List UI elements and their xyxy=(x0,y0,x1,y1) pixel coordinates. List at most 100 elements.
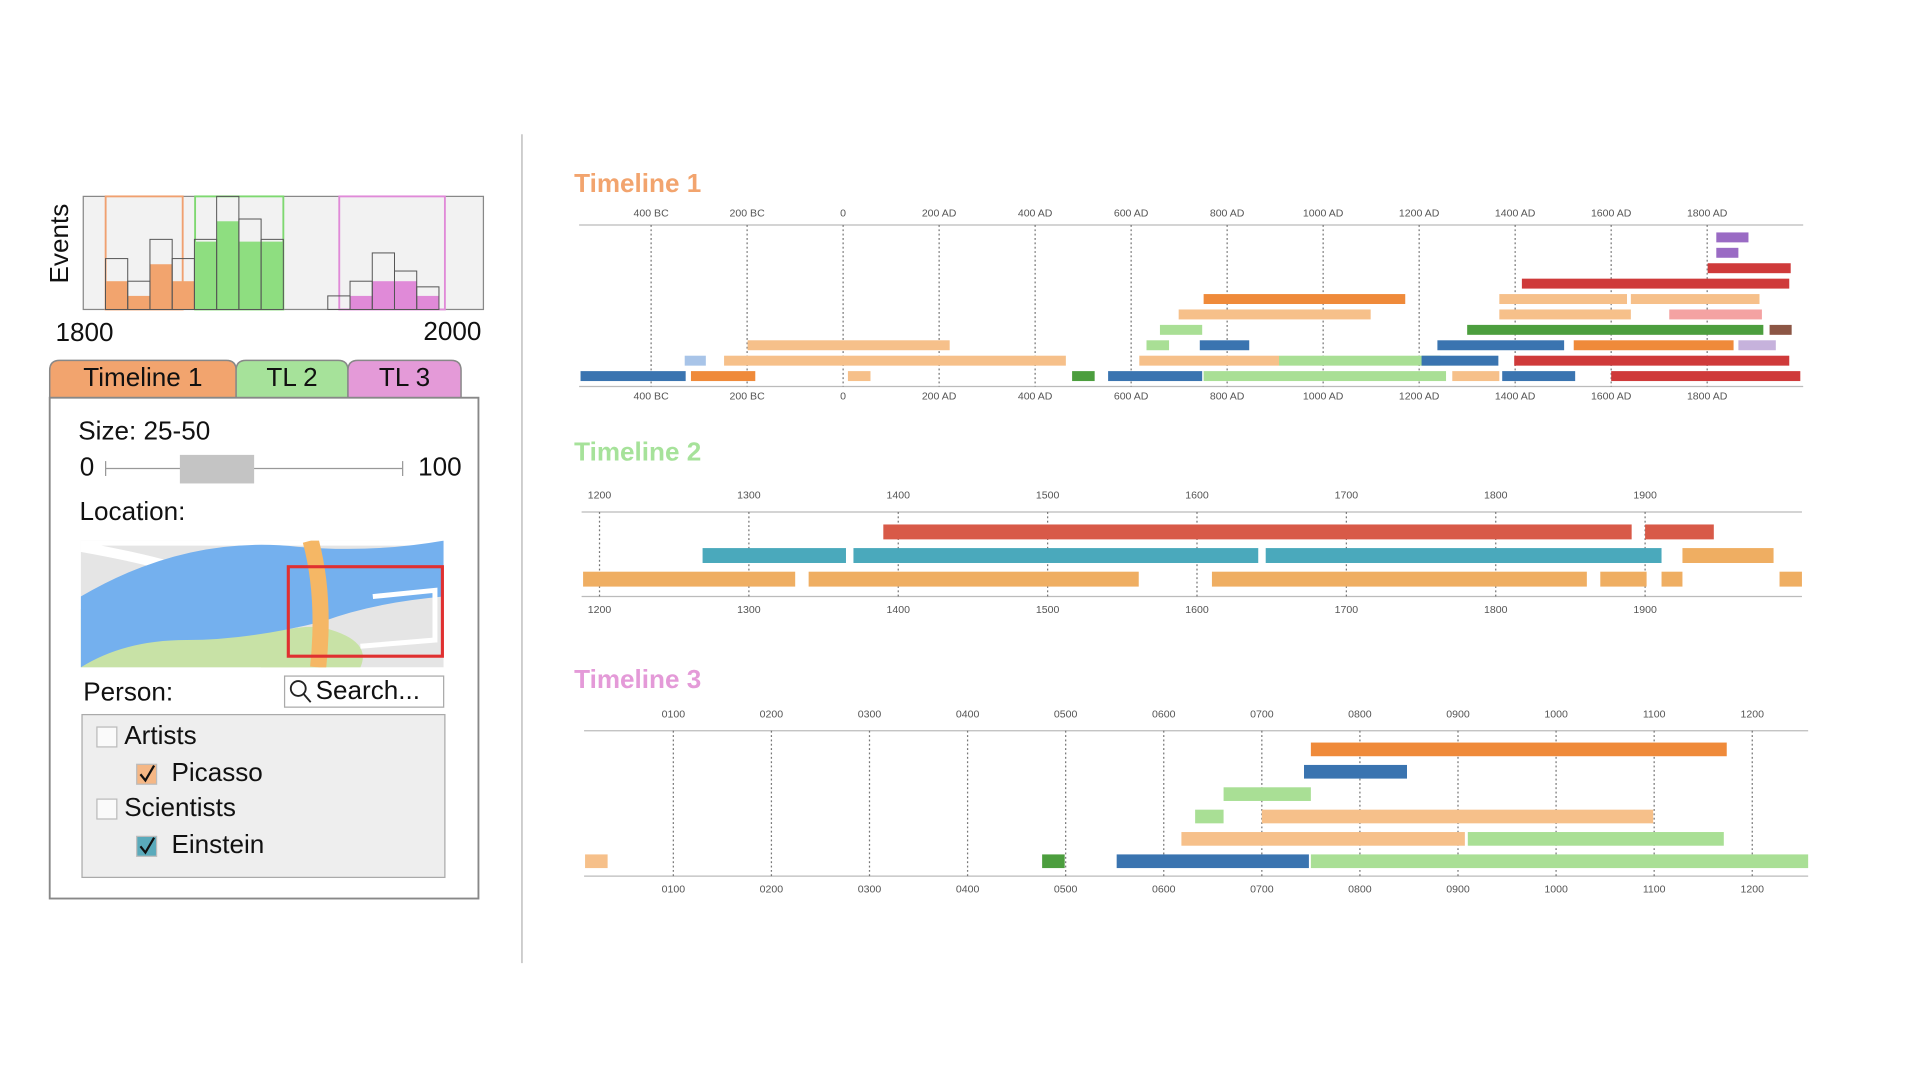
group-label: Scientists xyxy=(124,792,236,822)
timeline-bar[interactable] xyxy=(1116,854,1309,869)
timeline-bar[interactable] xyxy=(1645,524,1714,540)
timeline-bar[interactable] xyxy=(883,524,1632,540)
x-tick-label: 800 AD xyxy=(1210,208,1245,220)
timeline-bar[interactable] xyxy=(1499,294,1628,305)
slider[interactable] xyxy=(179,454,255,484)
timeline-bar[interactable] xyxy=(847,371,871,382)
checkmark xyxy=(139,837,156,855)
timeline-bar[interactable] xyxy=(853,548,1259,563)
timeline-bar[interactable] xyxy=(1181,832,1465,846)
timeline-bar[interactable] xyxy=(1738,340,1776,351)
x-tick-label: 600 AD xyxy=(1114,208,1149,220)
histogram-selected-bar xyxy=(394,281,417,310)
timeline-bar[interactable] xyxy=(702,548,846,563)
x-tick-label: 1000 AD xyxy=(1303,390,1344,402)
tab-label: TL 3 xyxy=(379,362,430,392)
histogram-selected-bar xyxy=(172,281,195,310)
timeline-bar[interactable] xyxy=(1611,371,1801,382)
x-tick-label: 400 BC xyxy=(634,208,670,220)
search-box[interactable] xyxy=(283,675,445,708)
timeline-bar[interactable] xyxy=(1203,371,1447,382)
timeline-bar[interactable] xyxy=(1146,340,1170,351)
timeline-bar[interactable] xyxy=(1072,371,1095,382)
timeline-bar[interactable] xyxy=(1682,548,1774,563)
checkbox[interactable] xyxy=(96,798,118,820)
slider-handle[interactable] xyxy=(179,454,255,484)
timeline-bar[interactable] xyxy=(1467,832,1724,846)
timeline-bar[interactable] xyxy=(1203,294,1406,305)
x-tick-label: 1200 xyxy=(1741,708,1765,720)
groups: Artists Picasso Scientists Einstein xyxy=(96,720,264,859)
histogram-selected-bar xyxy=(238,241,262,310)
timeline-bar[interactable] xyxy=(1669,309,1762,320)
timeline-bar[interactable] xyxy=(1452,371,1500,382)
search-icon xyxy=(289,680,307,697)
checkbox[interactable] xyxy=(96,726,118,748)
timeline-bar[interactable] xyxy=(1661,571,1683,587)
timeline-bar[interactable] xyxy=(808,571,1139,587)
histogram-bar xyxy=(260,238,284,310)
x-tick-label: 1100 xyxy=(1643,884,1666,896)
map-selection[interactable] xyxy=(286,565,444,658)
timeline-bar[interactable] xyxy=(1716,232,1749,243)
timeline-bar[interactable] xyxy=(684,355,706,366)
timeline-bar[interactable] xyxy=(1716,247,1739,258)
timeline-bar[interactable] xyxy=(1195,809,1224,824)
timeline-bar[interactable] xyxy=(1265,548,1662,563)
timeline-bar[interactable] xyxy=(1499,309,1631,320)
x-tick-label: 1000 xyxy=(1544,708,1568,720)
x-tick-label: 1200 xyxy=(588,490,612,502)
x-tick-label: 0500 xyxy=(1054,708,1078,720)
timeline-bar[interactable] xyxy=(690,371,756,382)
histogram-bar xyxy=(416,286,440,310)
timeline-bar[interactable] xyxy=(1042,854,1065,869)
timeline-bar[interactable] xyxy=(1779,571,1802,587)
x-tick-label: 1600 xyxy=(1185,604,1209,616)
timeline-bar[interactable] xyxy=(1108,371,1203,382)
timeline-bar[interactable] xyxy=(1178,309,1371,320)
timeline-bar[interactable] xyxy=(1159,324,1203,335)
x-tick-label: 1600 AD xyxy=(1591,208,1632,220)
timeline-bar[interactable] xyxy=(1199,340,1250,351)
timeline-bar[interactable] xyxy=(585,854,608,869)
x-tick-label: 1200 AD xyxy=(1399,208,1440,220)
tab[interactable] xyxy=(347,359,462,400)
timeline-bar[interactable] xyxy=(1467,324,1764,335)
map[interactable] xyxy=(80,540,444,668)
x-tick-label: 0700 xyxy=(1250,884,1274,896)
x-tick-label: 400 AD xyxy=(1018,390,1053,402)
timeline-bar[interactable] xyxy=(1421,355,1499,366)
timeline-title: Timeline 3 xyxy=(574,664,701,694)
size-label: Size: 25-50 xyxy=(78,415,210,445)
timeline-bar[interactable] xyxy=(1514,355,1790,366)
timeline-bar[interactable] xyxy=(1630,294,1760,305)
timeline-bar[interactable] xyxy=(1211,571,1587,587)
timeline-bar[interactable] xyxy=(1600,571,1647,587)
x-tick-label: 0 xyxy=(840,390,846,402)
timeline-bar[interactable] xyxy=(1573,340,1734,351)
timeline-bar[interactable] xyxy=(1223,787,1311,801)
histogram xyxy=(104,195,440,310)
x-tick-label: 200 BC xyxy=(730,208,766,220)
timeline-bar[interactable] xyxy=(1707,263,1791,274)
timeline-bar[interactable] xyxy=(1261,809,1654,824)
timeline-bar[interactable] xyxy=(1310,854,1809,869)
x-tick-label: 800 AD xyxy=(1210,390,1245,402)
timeline-bar[interactable] xyxy=(583,571,796,587)
x-tick-label: 1600 AD xyxy=(1591,390,1632,402)
timeline-bar[interactable] xyxy=(580,371,686,382)
x-tick-label: 0 xyxy=(840,208,846,220)
timeline-bar[interactable] xyxy=(1437,340,1565,351)
timeline-bar[interactable] xyxy=(1502,371,1576,382)
timeline-bar[interactable] xyxy=(1521,278,1790,289)
timeline-bar[interactable] xyxy=(747,340,950,351)
river xyxy=(80,540,444,668)
timeline-bar[interactable] xyxy=(1769,324,1792,335)
person-label: Einstein xyxy=(171,829,264,859)
tab-label: Timeline 1 xyxy=(83,362,202,392)
timeline-bar[interactable] xyxy=(1304,764,1407,779)
timeline-bar[interactable] xyxy=(1139,355,1279,366)
timeline-bar[interactable] xyxy=(1278,355,1441,366)
timeline-bar[interactable] xyxy=(1310,742,1727,757)
timeline-bar[interactable] xyxy=(724,355,1066,366)
